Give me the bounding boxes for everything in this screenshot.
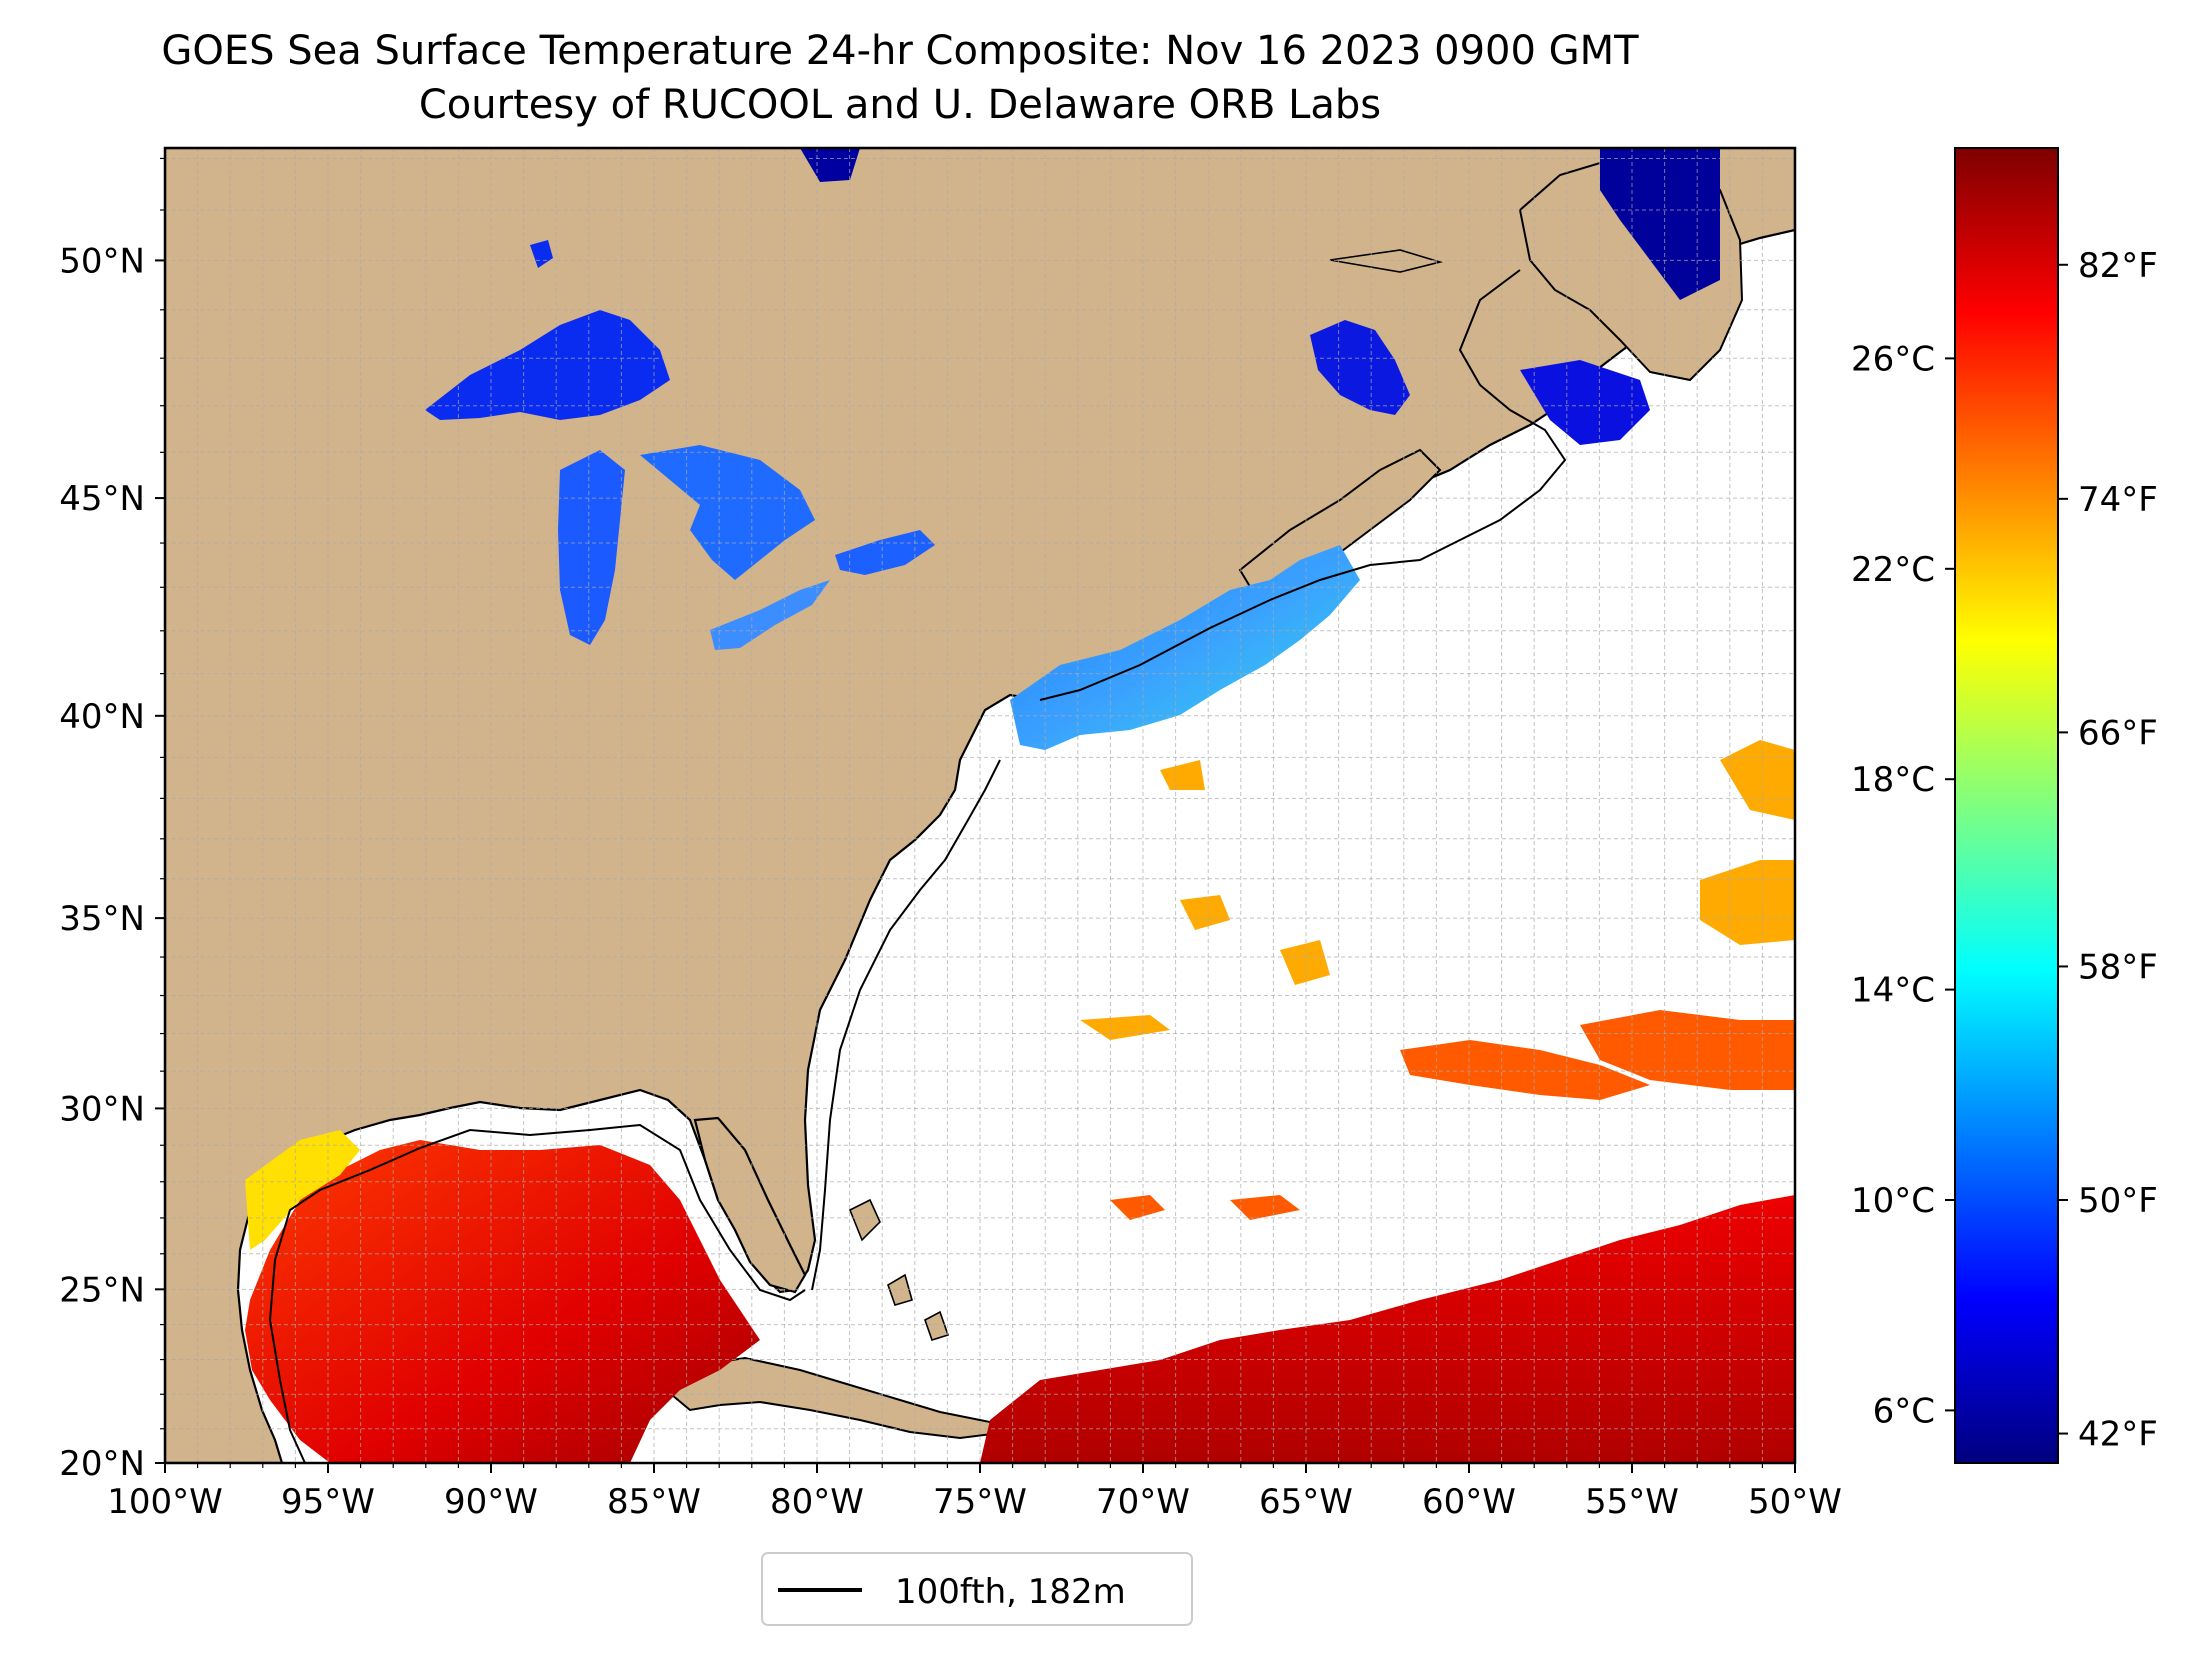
sst-newfoundland-cold (1600, 148, 1720, 300)
map-gridlines (165, 148, 1795, 1463)
chart-subtitle: Courtesy of RUCOOL and U. Delaware ORB L… (418, 82, 1382, 128)
map-content (165, 148, 1795, 1463)
great-lakes (425, 148, 935, 650)
land-anticosti (1329, 249, 1444, 273)
sst-grand-banks (1520, 360, 1650, 445)
colorbar-gradient (1954, 147, 2059, 1464)
chart-title: GOES Sea Surface Temperature 24-hr Compo… (161, 28, 1639, 74)
lake-erie (710, 580, 830, 650)
y-tick-label: 20°N (59, 1444, 145, 1484)
legend: 100fth, 182m (761, 1552, 1193, 1626)
lake-michigan (558, 450, 625, 645)
sst-gulf-of-mexico (245, 1140, 760, 1463)
fahrenheit-tick-label: 50°F (2078, 1181, 2158, 1221)
y-tick-label: 45°N (59, 479, 145, 519)
celsius-tick-label: 14°C (1851, 971, 1935, 1011)
x-tick-label: 70°W (1096, 1482, 1190, 1522)
x-tick-label: 55°W (1585, 1482, 1679, 1522)
y-tick-label: 40°N (59, 697, 145, 737)
isobath-100-fathom (268, 269, 1567, 1463)
x-tick-label: 60°W (1422, 1482, 1516, 1522)
colorbar: 6°C 10°C 14°C 18°C 22°C 26°C 42°F 50°F 58°F 66°F… (1851, 147, 2158, 1464)
y-tick-label: 30°N (59, 1089, 145, 1129)
lake-winnipeg-edge (800, 148, 860, 182)
colorbar-fahrenheit-ticks: 42°F 50°F 58°F 66°F 74°F 82°F (2058, 246, 2158, 1455)
legend-label: 100fth, 182m (895, 1572, 1126, 1612)
legend-box (761, 1552, 1193, 1626)
celsius-tick-label: 22°C (1851, 550, 1935, 590)
y-tick-label: 50°N (59, 241, 145, 281)
lake-ontario (835, 530, 935, 575)
lake-nipigon (530, 240, 553, 268)
lake-superior (425, 310, 670, 420)
sst-northeast-shelf (1010, 545, 1360, 750)
celsius-tick-label: 26°C (1851, 339, 1935, 379)
x-tick-label: 75°W (933, 1482, 1027, 1522)
y-tick-label: 25°N (59, 1270, 145, 1310)
x-tick-label: 65°W (1259, 1482, 1353, 1522)
x-tick-label: 100°W (107, 1482, 223, 1522)
y-tick-label: 35°N (59, 899, 145, 939)
x-tick-label: 90°W (444, 1482, 538, 1522)
colorbar-celsius-ticks: 6°C 10°C 14°C 18°C 22°C 26°C (1851, 339, 1955, 1431)
x-tick-label: 95°W (281, 1482, 375, 1522)
sst-gulf-st-lawrence (1310, 320, 1410, 415)
land-florida (693, 1116, 807, 1294)
sst-subtropical-band (980, 1195, 1795, 1463)
fahrenheit-tick-label: 66°F (2078, 713, 2158, 753)
fahrenheit-tick-label: 82°F (2078, 246, 2158, 286)
celsius-tick-label: 6°C (1873, 1391, 1935, 1431)
map-panel: 100°W 95°W 90°W 85°W 80°W 75°W 70°W 65°W 60°W 55°… (59, 146, 1842, 1522)
lake-huron (640, 445, 815, 580)
fahrenheit-tick-label: 74°F (2078, 480, 2158, 520)
x-tick-label: 80°W (770, 1482, 864, 1522)
celsius-tick-label: 10°C (1851, 1181, 1935, 1221)
x-axis-ticks: 100°W 95°W 90°W 85°W 80°W 75°W 70°W 65°W 60°W 55°… (107, 1463, 1842, 1522)
x-tick-label: 50°W (1748, 1482, 1842, 1522)
sst-warm-patches (1110, 1010, 1795, 1220)
sst-texas-coast (245, 1130, 360, 1250)
fahrenheit-tick-label: 42°F (2078, 1415, 2158, 1455)
y-axis-ticks: 20°N 25°N 30°N 35°N 40°N 45°N 50°N (59, 157, 165, 1484)
fahrenheit-tick-label: 58°F (2078, 947, 2158, 987)
x-tick-label: 85°W (607, 1482, 701, 1522)
land-bahamas (848, 1198, 950, 1341)
celsius-tick-label: 18°C (1851, 760, 1935, 800)
